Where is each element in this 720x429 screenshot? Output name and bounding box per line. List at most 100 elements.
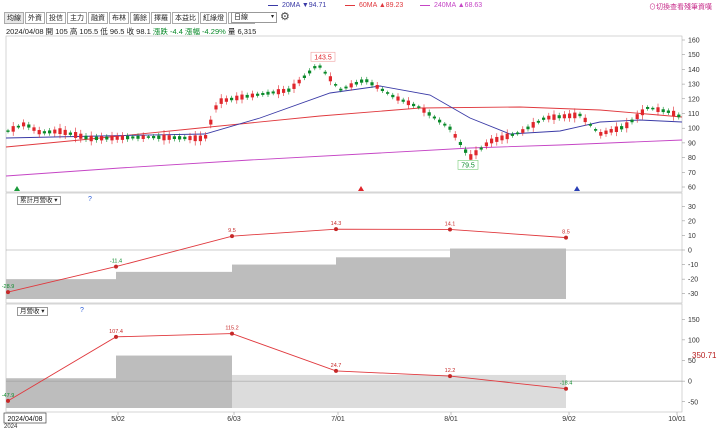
candle-body [365,79,369,83]
sub2-data-label: -47.9 [2,393,15,399]
candle-body [37,130,41,135]
sub2-help-icon[interactable]: ? [80,307,84,314]
sub2-point [6,398,10,403]
tab-1[interactable]: 外資 [25,12,45,24]
candle-body [271,91,275,94]
candle-body [542,117,546,120]
sub1-tick-label-3: 0 [688,248,692,255]
candle-body [224,98,228,102]
tab-2[interactable]: 投信 [46,12,66,24]
candle-body [375,85,379,89]
candle-body [614,126,618,133]
main-tick-label-6: 100 [688,126,700,133]
tab-9[interactable]: 紅綠燈 [200,12,227,24]
candle-body [42,131,46,134]
sub1-data-label: 14.3 [331,221,342,227]
candle-body [609,129,613,133]
candle-body [308,70,312,74]
sub2-data-label: -18.4 [560,381,573,387]
period-select[interactable]: 日線 ▾ [231,12,277,23]
candle-body [391,94,395,98]
candle-body [235,95,239,101]
sub2-data-label: 12.2 [445,368,456,374]
sub2-point [114,334,118,339]
tab-7[interactable]: 擇羅 [151,12,171,24]
candle-body [261,92,265,95]
tab-4[interactable]: 融資 [88,12,108,24]
sub1-tick-label-1: 20 [688,218,696,225]
tab-6[interactable]: 籌餘 [130,12,150,24]
candle-body [157,135,161,139]
candle-body [94,136,98,141]
candle-body [328,76,332,82]
candle-body [172,136,176,140]
sub2-point [230,331,234,336]
sub2-bar [6,378,116,408]
candle-body [666,110,670,113]
candle-body [193,135,197,142]
high-annotation: 143.5 [314,54,332,61]
candle-body [583,117,587,123]
sub1-tick-label-4: -10 [688,262,698,269]
candle-body [230,97,234,101]
candle-body [84,135,88,140]
sub2-data-label: 107.4 [109,329,123,335]
legend-ma20: 20MA ▼94.71 [268,2,326,9]
tab-3[interactable]: 主力 [67,12,87,24]
candle-body [536,120,540,123]
sub2-point [448,374,452,379]
tab-5[interactable]: 布林 [109,12,129,24]
event-marker-green-icon [14,186,20,191]
main-tick-label-7: 90 [688,140,696,147]
sub1-bar [6,279,116,299]
candle-body [495,136,499,142]
sub1-bar [116,271,232,299]
sub2-tick-label-2: 50 [688,358,696,365]
sub1-bar [450,248,566,299]
sub1-point [334,227,338,232]
candle-body [292,83,296,89]
tab-0[interactable]: 均線 [4,12,24,24]
candle-body [74,132,78,138]
gear-icon[interactable]: ⚙ [280,11,290,23]
sub1-select[interactable]: 累計月營收 ▾ [17,196,61,205]
candle-body [131,136,135,139]
candle-body [100,136,104,141]
main-tick-label-2: 140 [688,67,700,74]
candle-body [53,129,57,134]
candle-body [573,112,577,119]
main-tick-label-4: 120 [688,96,700,103]
candle-body [152,136,156,139]
ma20-line [5,85,683,139]
candle-body [417,106,421,108]
candle-body [105,136,109,140]
sub2-data-label: 115.2 [225,326,238,332]
candle-body [344,86,348,89]
sub1-point [114,264,118,269]
candle-body [401,99,405,102]
sub2-bar [232,374,566,408]
sub1-bar [336,257,450,299]
chevron-down-icon: ▾ [270,14,274,20]
candle-body [464,149,468,153]
candle-body [386,92,390,94]
candle-body [661,109,665,113]
sub2-data-label: 24.7 [331,363,342,369]
candle-body [526,126,530,130]
main-tick-label-9: 70 [688,170,696,177]
low-annotation: 79.5 [461,162,475,169]
main-tick-label-10: 60 [688,185,696,192]
sub1-help-icon[interactable]: ? [88,196,92,203]
candle-body [110,135,114,141]
sub2-current-value: 350.71 [692,351,717,360]
candle-body [11,126,15,132]
tab-8[interactable]: 本益比 [172,12,199,24]
sub1-tick-label-0: 30 [688,204,696,211]
candle-body [479,147,483,150]
toggle-display-link[interactable]: ⊙切換查看殘筆資嘆 [649,4,712,11]
sub2-select[interactable]: 月營收 ▾ [17,307,48,316]
cursor-date-label: 2024/04/08 [7,416,42,423]
candle-body [562,114,566,119]
